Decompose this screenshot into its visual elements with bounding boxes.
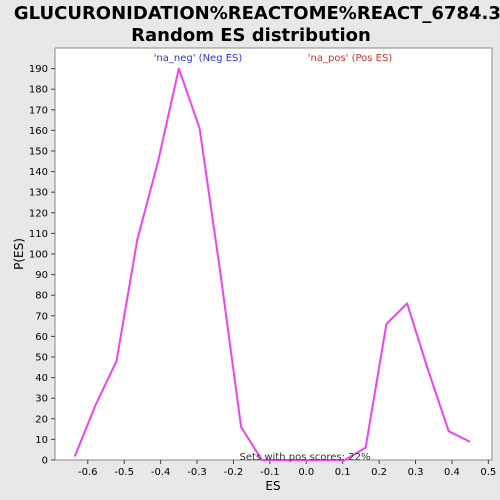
chart-title-line2: Random ES distribution (131, 25, 371, 46)
plot-area (54, 47, 493, 461)
es-distribution-line (74, 67, 470, 461)
x-tick-label: -0.4 (151, 467, 171, 478)
data-point (177, 67, 180, 70)
data-point (94, 403, 97, 406)
data-point (157, 160, 159, 163)
y-axis: 0 10 20 30 40 50 60 70 80 90 100 110 120 130 140 150 160… (29, 64, 55, 467)
y-tick-label: 120 (29, 208, 48, 219)
y-tick-label: 90 (35, 270, 48, 281)
y-tick-label: 130 (29, 188, 48, 199)
data-point (281, 459, 284, 461)
y-axis-label: P(ES) (12, 238, 26, 270)
x-axis: -0.6 -0.5 -0.4 -0.3 -0.2 -0.1 0.0 0.1 0.2 0.3 0.4 0… (78, 460, 496, 478)
legend-pos-es: 'na_pos' (Pos ES) (308, 53, 393, 64)
y-tick-label: 80 (35, 291, 48, 302)
x-tick-label: 0.1 (335, 467, 351, 478)
x-tick-label: -0.6 (78, 467, 98, 478)
y-tick-label: 180 (29, 85, 48, 96)
x-axis-label: ES (265, 479, 280, 493)
y-tick-label: 110 (29, 229, 48, 240)
y-tick-label: 170 (29, 105, 48, 116)
chart-title-line1: GLUCURONIDATION%REACTOME%REACT_6784.3: (14, 3, 500, 24)
y-tick-label: 160 (29, 126, 48, 137)
x-tick-label: 0.0 (298, 467, 314, 478)
data-point (323, 459, 326, 461)
data-point (198, 127, 201, 130)
y-tick-label: 30 (35, 394, 48, 405)
data-point (343, 459, 346, 461)
y-tick-label: 150 (29, 147, 48, 158)
data-point (302, 459, 305, 461)
legend-neg-es: 'na_neg' (Neg ES) (154, 53, 243, 64)
y-tick-label: 100 (29, 250, 48, 261)
data-point (136, 238, 139, 241)
y-tick-label: 40 (35, 373, 48, 384)
y-tick-label: 0 (42, 456, 48, 467)
x-tick-label: 0.2 (371, 467, 387, 478)
x-tick-label: -0.3 (187, 467, 207, 478)
data-point (385, 323, 388, 325)
data-point (74, 454, 76, 457)
y-tick-label: 10 (35, 435, 48, 446)
y-tick-label: 140 (29, 167, 48, 178)
data-point (364, 446, 367, 449)
x-tick-label: 0.3 (408, 467, 424, 478)
pos-scores-annotation: Sets with pos scores: 22% (240, 452, 371, 463)
data-point (406, 302, 409, 305)
data-point (447, 430, 450, 433)
data-point (240, 426, 242, 428)
x-tick-label: 0.5 (480, 467, 496, 478)
x-tick-label: -0.1 (260, 467, 280, 478)
data-point (260, 459, 263, 461)
series-layer (74, 67, 471, 461)
x-tick-label: 0.4 (444, 467, 460, 478)
data-point (427, 368, 429, 371)
y-tick-label: 60 (35, 332, 48, 343)
data-point (115, 360, 118, 363)
y-tick-label: 70 (35, 311, 48, 322)
x-tick-label: -0.5 (114, 467, 134, 478)
x-tick-label: -0.2 (224, 467, 244, 478)
y-tick-label: 190 (29, 64, 48, 75)
y-tick-label: 50 (35, 353, 48, 364)
data-point (468, 440, 471, 443)
y-tick-label: 20 (35, 414, 48, 425)
data-point (219, 271, 222, 274)
